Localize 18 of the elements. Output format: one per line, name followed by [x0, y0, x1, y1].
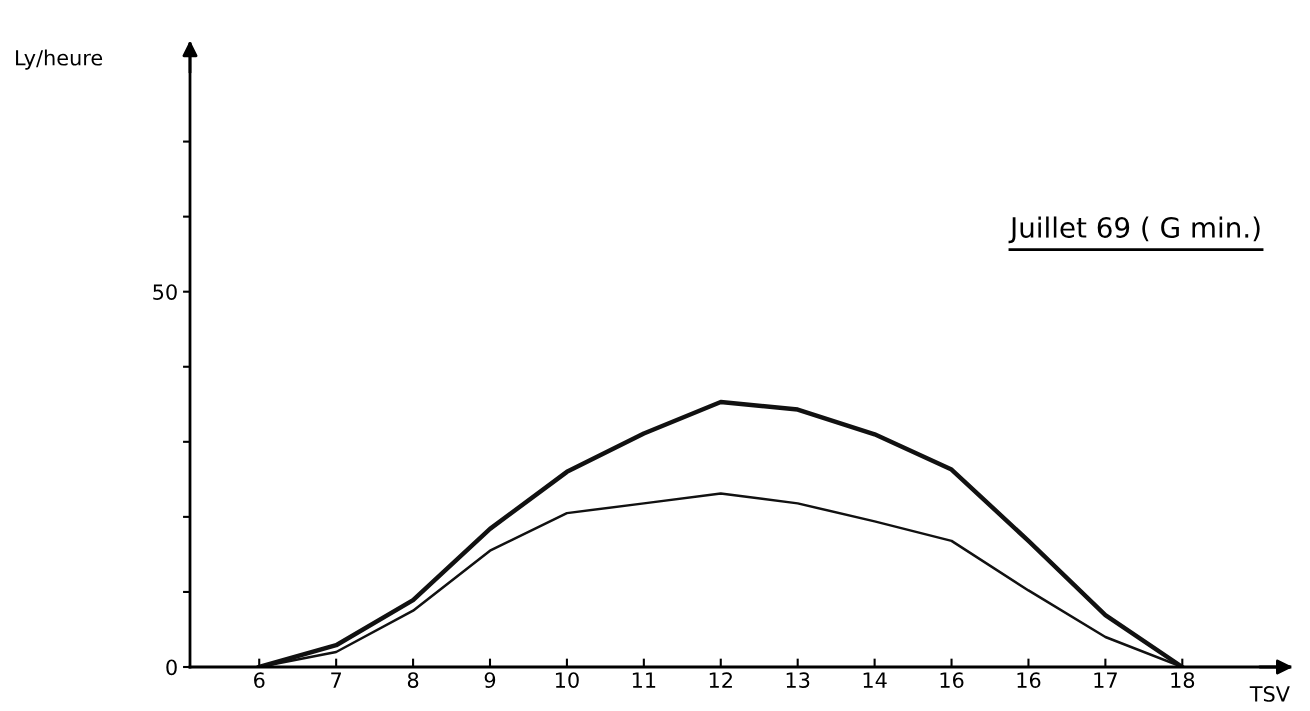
x-tick-label: 14 — [863, 672, 887, 688]
x-tick-label: 6 — [254, 672, 265, 688]
x-tick-label: 18 — [1171, 672, 1195, 688]
x-tick-label: 12 — [709, 672, 732, 688]
y-tick-label: 50 — [153, 284, 177, 300]
x-axis-title: TSV — [1249, 686, 1290, 702]
x-tick-label: 13 — [786, 672, 810, 688]
y-tick-label: 0 — [166, 659, 177, 676]
x-tick-label: 7 — [331, 672, 341, 688]
x-tick-label: 16 — [940, 672, 964, 688]
x-tick-label: 11 — [632, 672, 656, 688]
x-tick-label: 10 — [555, 672, 579, 688]
y-axis-title: Ly/heure — [16, 49, 103, 70]
x-tick-label: 17 — [1094, 672, 1117, 688]
text: Juillet 69 ( G min.) — [1008, 216, 1260, 244]
x-tick-label: 8 — [407, 672, 419, 688]
x-tick-label: 9 — [484, 672, 496, 688]
x-tick-label: 16 — [1017, 672, 1041, 688]
